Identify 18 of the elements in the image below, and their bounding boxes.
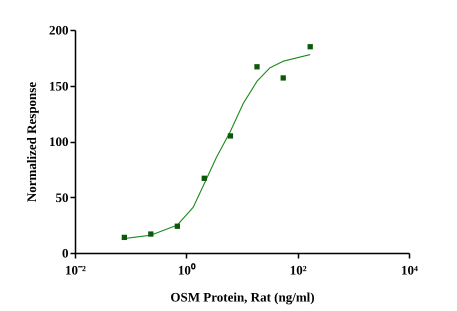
y-tick-label: 100 (49, 134, 68, 149)
x-tick-label: 10⁰ (178, 262, 196, 278)
point (148, 231, 154, 237)
point (308, 44, 313, 50)
point (202, 176, 207, 181)
x-tick-label: 10² (290, 262, 307, 278)
point (122, 234, 127, 240)
y-tick-label: 150 (49, 78, 68, 94)
y-tick-label: 50 (56, 190, 68, 205)
y-tick-label: 0 (62, 246, 68, 260)
y-axis-title: Normalized Response (24, 82, 39, 202)
point (280, 75, 286, 81)
y-tick-label: 200 (49, 22, 68, 38)
x-axis-title: OSM Protein, Rat (ng/ml) (170, 290, 315, 304)
point (254, 64, 260, 70)
x-tick-label: 10⁻² (65, 262, 86, 278)
x-tick-label: 10⁴ (401, 262, 418, 278)
point (174, 224, 180, 229)
